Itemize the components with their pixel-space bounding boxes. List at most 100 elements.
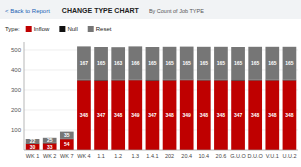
legend-swatch (59, 26, 65, 32)
data-label: 165 (234, 60, 243, 66)
data-label: 30 (30, 144, 36, 150)
data-label: 165 (268, 60, 277, 66)
legend-label: Reset (96, 26, 112, 32)
bar-segment (146, 47, 160, 80)
bar-segment (111, 47, 125, 80)
data-label: 165 (200, 60, 209, 66)
bar-segment (248, 47, 262, 80)
x-tick-label: 202 (165, 153, 174, 159)
x-axis (24, 150, 298, 151)
legend-swatch (88, 26, 94, 32)
x-tick-label: WK 4 (77, 153, 90, 159)
legend-title: Type: (5, 26, 20, 32)
x-tick-label: U.U.2 (282, 153, 296, 159)
y-tick-label: 100 (11, 127, 22, 133)
bars (26, 46, 297, 150)
x-tick-label: WK 2 (43, 153, 56, 159)
bar-segment (94, 81, 108, 150)
bar-segment (231, 47, 245, 80)
bar-segment (77, 80, 91, 150)
bar-segment (77, 46, 91, 79)
y-tick-label: 300 (11, 87, 22, 93)
x-tick-label: 20.4 (181, 153, 192, 159)
legend-label: Inflow (34, 26, 50, 32)
data-label: 348 (285, 112, 294, 118)
bar-segment (163, 80, 177, 150)
bar-segment (197, 47, 211, 80)
x-tick-label: 20.6 (216, 153, 227, 159)
bar-segment (180, 47, 194, 80)
y-tick-label: 400 (11, 67, 22, 73)
bar-segment (128, 46, 142, 79)
x-tick-label: WK 1 (26, 153, 39, 159)
bar-segment (248, 80, 262, 150)
bar-segment (214, 80, 228, 150)
bar-segment (26, 144, 40, 150)
x-tick-label: G.U.O (230, 153, 246, 159)
back-link[interactable]: < Back to Report (5, 8, 50, 14)
title: CHANGE TYPE CHART (62, 7, 140, 14)
subtitle: By Count of Job TYPE (149, 8, 204, 14)
bar-segment (265, 80, 279, 150)
data-label: 165 (165, 60, 174, 66)
bar-segment (265, 47, 279, 80)
data-label: 348 (114, 112, 123, 118)
bar-segment (231, 81, 245, 150)
data-label: 347 (148, 112, 157, 118)
data-label: 347 (97, 112, 106, 118)
x-tick-label: 1.1 (97, 153, 105, 159)
bar-segment (94, 47, 108, 80)
bar-segment (26, 139, 40, 143)
data-label: 167 (80, 60, 89, 66)
y-axis (24, 42, 25, 150)
chart: < Back to Report CHANGE TYPE CHART By Coun… (0, 0, 301, 167)
data-label: 165 (217, 60, 226, 66)
bar-segment (43, 143, 57, 150)
legend-swatch (26, 26, 32, 32)
data-label: 163 (114, 60, 123, 66)
bar-segment (163, 47, 177, 80)
data-label: 349 (183, 112, 192, 118)
y-tick-label: 500 (11, 47, 22, 53)
data-label: 25 (47, 137, 53, 143)
bar-segment (128, 80, 142, 150)
bar-segment (180, 80, 194, 150)
data-label: 348 (80, 112, 89, 118)
data-label: 54 (64, 141, 70, 147)
data-label: 33 (47, 144, 53, 150)
data-label: 347 (234, 112, 243, 118)
data-label: 165 (251, 60, 260, 66)
bar-segment (111, 80, 125, 150)
x-tick-label: D.U.O (248, 153, 264, 159)
data-label: 348 (200, 112, 209, 118)
y-tick-label: 200 (11, 107, 22, 113)
data-label: 35 (64, 132, 70, 138)
data-label: 165 (148, 60, 157, 66)
nav-bar (0, 0, 301, 19)
data-label: 348 (251, 112, 260, 118)
x-tick-label: 1.2 (114, 153, 122, 159)
bar-segment (43, 138, 57, 143)
x-tick-label: 1.3 (131, 153, 139, 159)
data-label: 349 (131, 112, 140, 118)
bar-segment (214, 47, 228, 80)
data-label: 165 (285, 60, 294, 66)
data-label: 22 (30, 138, 36, 144)
bar-segment (283, 80, 297, 150)
data-label: 165 (97, 60, 106, 66)
bar-segment (60, 139, 74, 150)
bar-segment (197, 80, 211, 150)
bar-segment (283, 47, 297, 80)
data-label: 348 (217, 112, 226, 118)
legend-label: Null (67, 26, 77, 32)
data-label: 165 (183, 60, 192, 66)
data-label: 166 (131, 60, 140, 66)
x-tick-label: 10.4 (198, 153, 209, 159)
x-tick-label: 1.4.1 (146, 153, 158, 159)
x-tick-label: V.U.1 (266, 153, 279, 159)
bar-segment (60, 132, 74, 139)
bar-segment (146, 81, 160, 150)
x-tick-label: WK 7 (60, 153, 73, 159)
data-label: 348 (268, 112, 277, 118)
data-label: 348 (165, 112, 174, 118)
